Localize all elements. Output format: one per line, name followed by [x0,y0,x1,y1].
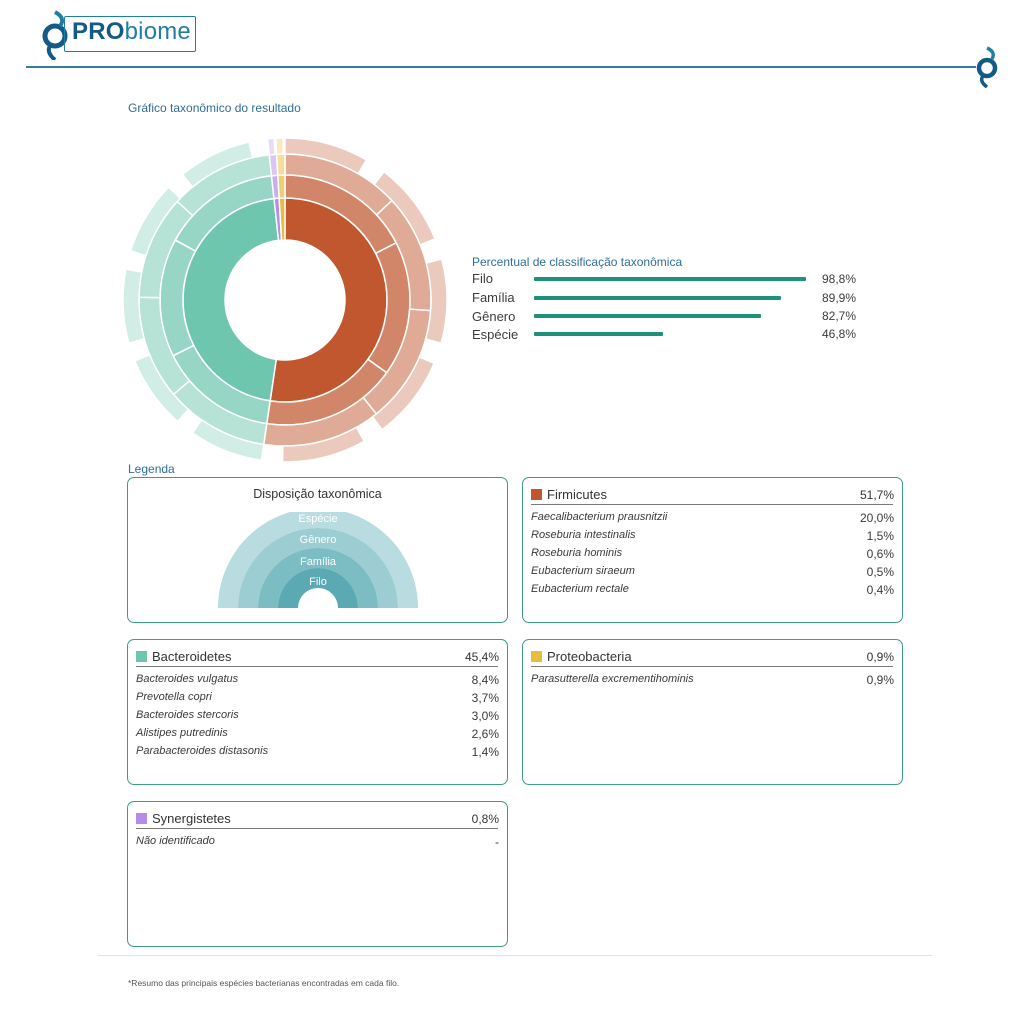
bacteroidetes-color-swatch [136,651,147,662]
bar-value-genero: 82,7% [822,309,857,323]
layout-legend-title: Disposição taxonômica [253,487,382,501]
bar-label-genero: Gênero [472,309,516,324]
species-name: Não identificado [136,835,215,847]
species-name: Bacteroides stercoris [136,709,239,721]
footer-divider [98,955,932,956]
bar-familia [534,296,782,300]
phylum-name: Bacteroidetes [152,649,232,664]
phylum-pct: 45,4% [464,650,499,664]
logo [40,8,70,62]
phylum-name: Synergistetes [152,811,231,826]
phylum-name: Firmicutes [547,487,607,502]
species-name: Prevotella copri [136,691,212,703]
phylum-box-proteobacteria: Proteobacteria 0,9% Parasutterella excre… [522,639,903,785]
phylum-box-firmicutes: Firmicutes 51,7% Faecalibacterium prausn… [522,477,903,623]
bar-label-familia: Família [472,290,515,305]
sunburst-firmicutes-ring-3 [281,426,366,463]
species-pct: 1,5% [866,529,894,543]
phylum-box-synergistetes: Synergistetes 0,8% Não identificado - [127,801,508,947]
brand-name: PRObiome [72,18,191,45]
species-pct: - [495,835,499,849]
chart-title: Gráfico taxonômico do resultado [128,101,301,115]
species-name: Roseburia intestinalis [531,529,636,541]
sunburst-bacteroidetes-ring-3 [191,418,265,462]
layer-diagram: Espécie Gênero Família Filo [218,512,418,608]
bar-label-filo: Filo [472,271,493,286]
species-pct: 0,6% [866,547,894,561]
sunburst-bacteroidetes-ring-3 [129,186,182,257]
bar-genero [534,314,762,318]
sunburst-proteobacteria-ring-2 [275,153,286,176]
layer-label-filo: Filo [309,576,327,588]
species-name: Eubacterium rectale [531,583,629,595]
header-divider [26,66,976,68]
phylum-box-bacteroidetes: Bacteroidetes 45,4% Bacteroides vulgatus… [127,639,508,785]
synergistetes-color-swatch [136,813,147,824]
layer-familia [258,548,378,608]
bar-value-familia: 89,9% [822,291,857,305]
layer-genero [238,528,398,608]
species-name: Alistipes putredinis [136,727,228,739]
phylum-name: Proteobacteria [547,649,632,664]
phylum-pct: 51,7% [859,488,894,502]
sunburst-bacteroidetes-ring-3 [181,141,254,189]
species-pct: 8,4% [471,673,499,687]
sunburst-synergistetes-ring-3 [266,137,276,156]
divider [531,504,893,505]
bar-value-filo: 98,8% [822,272,857,286]
layer-label-especie: Espécie [298,513,337,525]
layer-especie [218,512,418,608]
layout-legend-box: Disposição taxonômica Espécie Gênero Fam… [127,477,508,623]
species-name: Parasutterella excrementihominis [531,673,694,685]
species-pct: 1,4% [471,745,499,759]
bar-especie [534,332,663,336]
logo-mark-small-icon [974,44,1000,93]
species-pct: 0,9% [866,673,894,687]
sunburst-firmicutes-ring-3 [371,356,436,431]
sunburst-chart [122,137,448,463]
species-name: Roseburia hominis [531,547,623,559]
firmicutes-color-swatch [531,489,542,500]
species-pct: 3,0% [471,709,499,723]
classification-title: Percentual de classificação taxonômica [472,255,683,269]
species-name: Parabacteroides distasonis [136,745,269,757]
divider [136,828,498,829]
sunburst-firmicutes-ring-3 [373,170,436,246]
sunburst-proteobacteria-ring-3 [274,137,285,156]
layer-label-genero: Gênero [300,534,337,546]
species-name: Eubacterium siraeum [531,565,635,577]
divider [136,666,498,667]
sunburst-bacteroidetes-ring-3 [122,268,146,345]
logo-frame [64,16,196,52]
bar-filo [534,277,806,281]
logo-mark-icon [42,10,68,62]
divider [531,666,893,667]
sunburst-firmicutes-ring-3 [424,258,448,345]
bar-value-especie: 46,8% [822,327,857,341]
species-pct: 3,7% [471,691,499,705]
phylum-pct: 0,8% [471,812,499,826]
proteobacteria-color-swatch [531,651,542,662]
species-pct: 20,0% [859,511,894,525]
layer-label-familia: Família [300,556,337,568]
bar-label-especie: Espécie [472,327,519,342]
layer-filo [278,568,358,608]
species-name: Bacteroides vulgatus [136,673,239,685]
species-pct: 0,5% [866,565,894,579]
sunburst-firmicutes-ring-3 [284,137,368,175]
species-pct: 0,4% [866,583,894,597]
sunburst-proteobacteria-ring-1 [277,174,286,199]
phylum-pct: 0,9% [866,650,894,664]
species-name: Faecalibacterium prausnitzii [531,511,668,523]
legend-title: Legenda [128,462,175,476]
footnote: *Resumo das principais espécies bacteria… [128,978,400,988]
sunburst-bacteroidetes-ring-3 [133,353,190,423]
species-pct: 2,6% [471,727,499,741]
